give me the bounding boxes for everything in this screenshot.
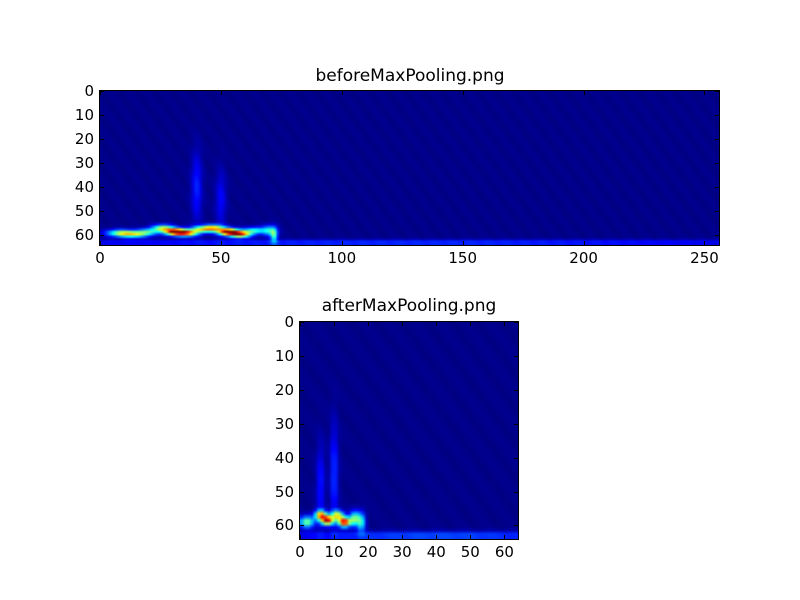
y-tick-label: 0 [84,82,94,100]
x-tick-mark [368,322,370,326]
y-tick-mark [715,211,719,213]
y-tick-label: 20 [74,130,94,149]
x-tick-label: 30 [392,543,412,561]
y-tick-label: 10 [74,106,94,125]
x-tick-label: 20 [358,543,378,561]
x-tick-mark [100,241,101,245]
x-tick-label: 50 [460,543,480,561]
x-tick-label: 200 [569,249,598,267]
y-tick-label: 60 [274,516,294,535]
x-tick-label: 0 [295,543,305,561]
x-tick-mark [583,91,585,95]
x-tick-label: 150 [448,249,478,267]
y-tick-mark [100,139,104,141]
y-tick-mark [514,457,518,459]
x-tick-mark [100,91,101,95]
x-tick-label: 0 [95,249,105,267]
x-tick-mark [504,322,506,326]
y-tick-label: 20 [274,380,294,399]
y-tick-mark [514,423,518,425]
x-tick-label: 10 [324,543,344,561]
y-tick-mark [100,211,104,213]
y-tick-label: 30 [274,414,294,433]
y-tick-label: 50 [274,482,294,501]
y-tick-mark [715,187,719,189]
y-tick-mark [300,457,304,459]
y-tick-mark [715,163,719,165]
y-tick-label: 40 [274,448,294,467]
x-tick-mark [220,241,222,245]
x-tick-mark [402,322,404,326]
x-tick-mark [402,535,404,539]
heatmap-after-axes [299,321,519,540]
y-tick-mark [100,235,104,237]
y-tick-label: 50 [74,202,94,221]
x-tick-label: 60 [494,543,514,561]
y-tick-mark [100,115,104,117]
x-tick-mark [436,535,438,539]
y-tick-mark [100,91,104,92]
heatmap-before-axes [99,90,720,246]
y-tick-mark [514,491,518,493]
y-tick-mark [300,389,304,391]
y-tick-mark [715,115,719,117]
x-tick-mark [220,91,222,95]
y-tick-mark [300,423,304,425]
x-tick-mark [704,91,706,95]
y-tick-mark [300,355,304,357]
x-tick-mark [470,322,472,326]
y-tick-mark [514,389,518,391]
x-tick-mark [334,535,336,539]
y-tick-mark [100,187,104,189]
x-tick-mark [368,535,370,539]
chart-title-before: beforeMaxPooling.png [315,66,505,86]
x-tick-mark [704,241,706,245]
x-tick-mark [436,322,438,326]
chart-title-after: afterMaxPooling.png [321,296,497,316]
y-tick-mark [715,91,719,92]
y-tick-label: 60 [74,226,94,245]
y-tick-mark [100,163,104,165]
x-tick-label: 250 [690,249,719,267]
y-tick-mark [300,322,304,323]
y-tick-mark [514,355,518,357]
y-tick-label: 10 [274,346,294,365]
x-tick-mark [583,241,585,245]
heatmap-after-image [300,322,518,539]
x-tick-mark [300,322,301,326]
y-tick-mark [715,235,719,237]
x-tick-mark [504,535,506,539]
x-tick-mark [462,91,464,95]
x-tick-label: 100 [327,249,357,267]
x-tick-mark [300,535,301,539]
y-tick-mark [300,525,304,527]
y-tick-mark [514,525,518,527]
y-tick-label: 0 [284,313,294,331]
x-tick-mark [341,91,343,95]
x-tick-mark [470,535,472,539]
y-tick-mark [514,322,518,323]
y-tick-mark [715,139,719,141]
y-tick-label: 40 [74,178,94,197]
x-tick-label: 40 [426,543,446,561]
heatmap-before-image [100,91,719,245]
x-tick-mark [334,322,336,326]
x-tick-label: 50 [211,249,231,267]
y-tick-mark [300,491,304,493]
x-tick-mark [341,241,343,245]
x-tick-mark [462,241,464,245]
y-tick-label: 30 [74,154,94,173]
